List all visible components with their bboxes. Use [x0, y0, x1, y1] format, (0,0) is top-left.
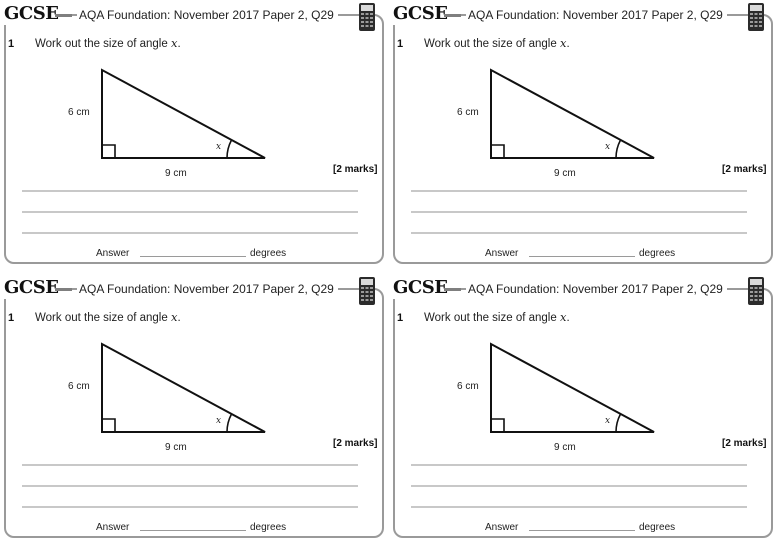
question-variable: x: [170, 36, 178, 50]
gcse-logo: GCSE: [392, 277, 451, 299]
answer-label: Answer: [485, 522, 519, 533]
side-label-vertical: 6 cm: [68, 381, 90, 392]
triangle-shape: [101, 342, 266, 433]
writing-line: [22, 232, 358, 234]
marks-label: [2 marks]: [333, 164, 378, 175]
question-end: .: [566, 312, 570, 324]
angle-label: x: [216, 416, 222, 426]
answer-unit: degrees: [250, 248, 287, 259]
calculator-icon: [748, 277, 764, 305]
header-dash: [444, 288, 461, 291]
side-label-horizontal: 9 cm: [554, 442, 576, 453]
triangle-diagram: [490, 68, 655, 159]
header-title: AQA Foundation: November 2017 Paper 2, Q…: [77, 7, 338, 23]
triangle-shape: [101, 68, 266, 159]
question-text: Work out the size of angle x.: [424, 36, 570, 51]
calculator-icon: [359, 277, 375, 305]
header-title: AQA Foundation: November 2017 Paper 2, Q…: [466, 281, 727, 297]
writing-line: [22, 211, 358, 213]
gcse-logo: GCSE: [3, 277, 62, 299]
question-card: GCSE AQA Foundation: November 2017 Paper…: [389, 274, 779, 544]
gcse-logo: GCSE: [3, 3, 62, 25]
question-card: GCSE AQA Foundation: November 2017 Paper…: [0, 274, 390, 544]
writing-line: [22, 506, 358, 508]
gcse-logo: GCSE: [392, 3, 451, 25]
triangle-diagram: [101, 68, 266, 159]
side-label-vertical: 6 cm: [68, 107, 90, 118]
writing-line: [411, 485, 747, 487]
angle-label: x: [605, 416, 611, 426]
question-end: .: [177, 312, 181, 324]
answer-input-line[interactable]: [529, 530, 635, 531]
side-label-vertical: 6 cm: [457, 381, 479, 392]
header-dash: [55, 288, 72, 291]
angle-arc: [615, 413, 622, 433]
header-title: AQA Foundation: November 2017 Paper 2, Q…: [77, 281, 338, 297]
answer-unit: degrees: [639, 248, 676, 259]
right-angle-mark: [491, 144, 505, 158]
writing-line: [411, 464, 747, 466]
answer-unit: degrees: [250, 522, 287, 533]
answer-unit: degrees: [639, 522, 676, 533]
answer-label: Answer: [485, 248, 519, 259]
right-angle-mark: [491, 418, 505, 432]
side-label-horizontal: 9 cm: [165, 442, 187, 453]
writing-line: [22, 190, 358, 192]
question-text-main: Work out the size of angle: [424, 312, 557, 324]
answer-label: Answer: [96, 248, 130, 259]
answer-input-line[interactable]: [529, 256, 635, 257]
right-angle-mark: [102, 418, 116, 432]
question-card: GCSE AQA Foundation: November 2017 Paper…: [0, 0, 390, 270]
question-number: 1: [397, 312, 404, 324]
right-angle-mark: [102, 144, 116, 158]
question-number: 1: [8, 38, 15, 50]
question-end: .: [566, 38, 570, 50]
header-title: AQA Foundation: November 2017 Paper 2, Q…: [466, 7, 727, 23]
angle-arc: [226, 139, 233, 159]
triangle-shape: [490, 342, 655, 433]
side-label-horizontal: 9 cm: [554, 168, 576, 179]
calculator-icon: [748, 3, 764, 31]
question-text-main: Work out the size of angle: [35, 312, 168, 324]
question-variable: x: [559, 36, 567, 50]
question-text-main: Work out the size of angle: [424, 38, 557, 50]
marks-label: [2 marks]: [722, 438, 767, 449]
writing-line: [411, 232, 747, 234]
question-text: Work out the size of angle x.: [424, 310, 570, 325]
question-card: GCSE AQA Foundation: November 2017 Paper…: [389, 0, 779, 270]
answer-label: Answer: [96, 522, 130, 533]
question-variable: x: [559, 310, 567, 324]
question-text-main: Work out the size of angle: [35, 38, 168, 50]
question-variable: x: [170, 310, 178, 324]
question-text: Work out the size of angle x.: [35, 36, 181, 51]
question-number: 1: [8, 312, 15, 324]
marks-label: [2 marks]: [722, 164, 767, 175]
side-label-horizontal: 9 cm: [165, 168, 187, 179]
writing-line: [411, 506, 747, 508]
answer-input-line[interactable]: [140, 530, 246, 531]
writing-line: [22, 485, 358, 487]
calculator-icon: [359, 3, 375, 31]
side-label-vertical: 6 cm: [457, 107, 479, 118]
angle-label: x: [216, 142, 222, 152]
writing-line: [22, 464, 358, 466]
angle-arc: [226, 413, 233, 433]
question-end: .: [177, 38, 181, 50]
header-dash: [444, 14, 461, 17]
question-number: 1: [397, 38, 404, 50]
writing-line: [411, 190, 747, 192]
question-text: Work out the size of angle x.: [35, 310, 181, 325]
triangle-diagram: [490, 342, 655, 433]
triangle-diagram: [101, 342, 266, 433]
header-dash: [55, 14, 72, 17]
triangle-shape: [490, 68, 655, 159]
writing-line: [411, 211, 747, 213]
angle-arc: [615, 139, 622, 159]
answer-input-line[interactable]: [140, 256, 246, 257]
marks-label: [2 marks]: [333, 438, 378, 449]
angle-label: x: [605, 142, 611, 152]
